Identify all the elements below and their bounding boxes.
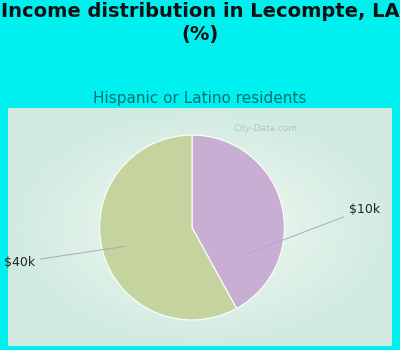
- Text: City-Data.com: City-Data.com: [234, 124, 298, 133]
- Text: $10k: $10k: [246, 203, 380, 254]
- Text: $40k: $40k: [4, 246, 124, 269]
- Text: Income distribution in Lecompte, LA
(%): Income distribution in Lecompte, LA (%): [1, 2, 399, 44]
- Text: Hispanic or Latino residents: Hispanic or Latino residents: [93, 91, 307, 106]
- Wedge shape: [192, 135, 284, 308]
- Wedge shape: [100, 135, 236, 320]
